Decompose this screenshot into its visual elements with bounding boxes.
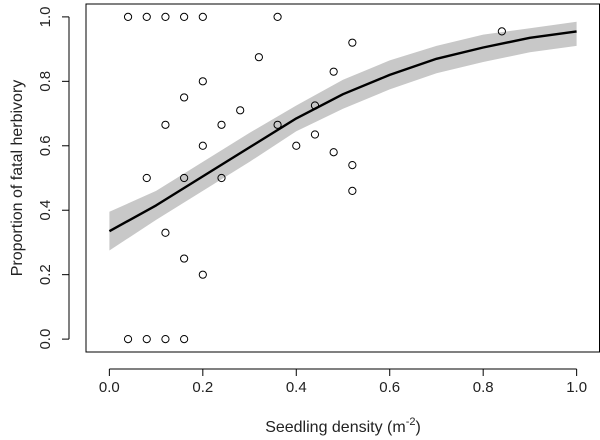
data-point [348, 38, 357, 47]
data-points [123, 12, 506, 344]
data-point [161, 12, 170, 21]
data-point [180, 335, 189, 344]
x-axis-title: Seedling density (m-2) [265, 416, 421, 436]
data-point [348, 186, 357, 195]
ci-band-layer [109, 21, 577, 251]
data-point [273, 12, 282, 21]
x-axis-title-main: Seedling density (m [265, 419, 406, 436]
data-point [142, 12, 151, 21]
data-point [198, 77, 207, 86]
y-tick-label: 1.0 [37, 6, 54, 27]
data-point [180, 12, 189, 21]
data-point [161, 228, 170, 237]
data-point [254, 53, 263, 62]
data-point [292, 141, 301, 150]
data-point [348, 161, 357, 170]
x-axis-title-superscript: -2 [406, 416, 416, 428]
data-point [329, 148, 338, 157]
data-point [161, 120, 170, 129]
x-tick-label: 0.8 [473, 379, 494, 396]
data-point [142, 173, 151, 183]
data-point [123, 335, 133, 344]
y-tick-label: 0.0 [37, 329, 54, 350]
x-tick-label: 1.0 [566, 379, 587, 396]
x-tick-label: 0.0 [99, 379, 120, 396]
y-tick-label: 0.2 [37, 264, 54, 285]
x-axis: 0.0 0.2 0.4 0.6 0.8 1.0 [99, 368, 587, 396]
plot-frame [85, 3, 600, 353]
data-point [329, 67, 338, 76]
data-point [236, 106, 245, 115]
y-tick-label: 0.6 [37, 135, 54, 156]
data-point [198, 270, 207, 279]
data-point [161, 335, 170, 344]
data-point [142, 335, 151, 344]
y-tick-label: 0.8 [37, 71, 54, 92]
data-point [273, 120, 282, 129]
fit-line-layer [108, 30, 577, 233]
y-tick-label: 0.4 [37, 200, 54, 221]
data-point [217, 120, 226, 129]
y-axis: 0.0 0.2 0.4 0.6 0.8 1.0 [37, 6, 70, 350]
data-point [217, 173, 226, 183]
x-tick-label: 0.4 [286, 379, 307, 396]
data-point [310, 101, 320, 110]
fitted-curve [108, 30, 577, 233]
data-point [497, 27, 506, 36]
data-point [310, 130, 320, 139]
data-point [180, 254, 189, 263]
data-point [198, 141, 207, 150]
confidence-band [109, 21, 577, 251]
x-tick-label: 0.2 [192, 379, 213, 396]
x-axis-title-end: ) [415, 419, 420, 436]
data-point [123, 12, 133, 21]
data-point [198, 12, 207, 21]
y-axis-title: Proportion of fatal herbivory [9, 80, 26, 277]
data-point [180, 173, 189, 183]
x-tick-label: 0.6 [379, 379, 400, 396]
data-point [180, 93, 189, 102]
